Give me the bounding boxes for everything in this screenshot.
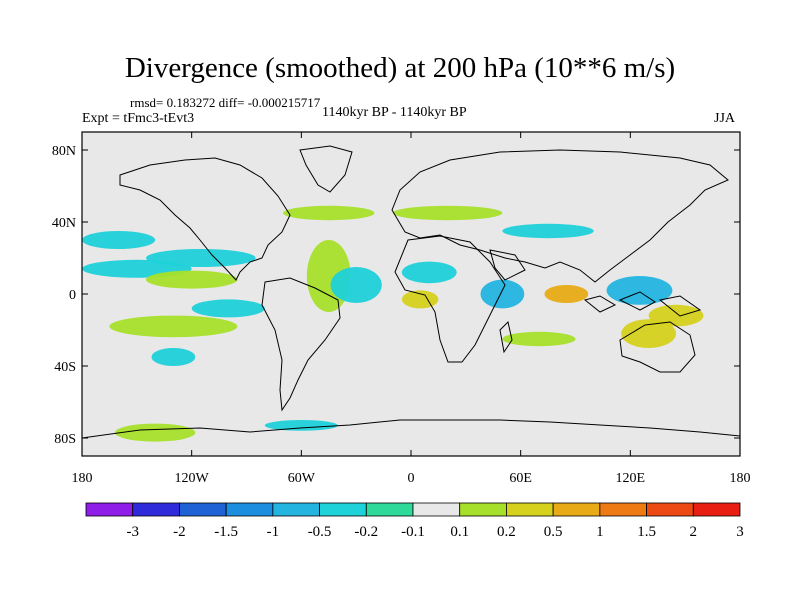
field-layer [82, 205, 704, 442]
field-asia-band [502, 223, 594, 239]
y-tick-label: 40S [54, 360, 76, 375]
colorbar-label: 0.5 [544, 524, 563, 540]
colorbar-swatch [319, 502, 367, 517]
colorbar-swatch [225, 502, 274, 517]
coastline-maritime-continent [583, 291, 702, 317]
axes-layer: 180 120W 60W 0 60E 120E 180 80N 40N 0 40S 80S [52, 132, 751, 486]
x-tick-label: 60W [288, 471, 316, 486]
colorbar-swatch [506, 502, 554, 517]
colorbar-swatch [179, 502, 227, 517]
field-africa-convergence [401, 261, 457, 284]
field-maritime-continent-convergence [606, 276, 673, 305]
field-atlantic-convergence [330, 267, 382, 303]
colorbar-label: 3 [736, 524, 744, 540]
field-north-atlantic-band [283, 205, 375, 221]
coastline-south-america [261, 277, 341, 412]
x-tick-label: 120E [616, 471, 646, 486]
colorbar-swatch [646, 502, 694, 517]
field-indian-ocean-convergence [480, 279, 525, 309]
colorbar-swatch [552, 502, 601, 517]
colorbar-label: 1 [596, 524, 604, 540]
field-pacific-convergence-band [145, 249, 256, 267]
colorbar-swatch [692, 502, 741, 517]
chart-title: Divergence (smoothed) at 200 hPa (10**6 … [124, 52, 676, 84]
colorbar-label: -0.2 [354, 524, 378, 540]
field-west-pacific-divergence [648, 304, 704, 327]
y-tick-label: 0 [69, 288, 76, 303]
colorbar-label: -2 [173, 524, 186, 540]
colorbar-label: -3 [126, 524, 139, 540]
field-australia-band [621, 319, 677, 348]
coastline-madagascar [499, 321, 513, 354]
field-indian-divergence [544, 285, 589, 303]
colorbar-swatch [85, 502, 134, 517]
field-pacific-itcz-divergence [145, 270, 238, 289]
x-tick-label: 60E [509, 471, 532, 486]
field-far-south-pacific [151, 348, 196, 366]
field-antarctic-divergence [114, 423, 196, 442]
colorbar-label: 2 [690, 524, 698, 540]
x-tick-label: 180 [72, 471, 93, 486]
field-europe-band [392, 205, 503, 221]
coastline-africa [394, 235, 506, 363]
y-tick-label: 40N [52, 216, 76, 231]
coastline-eurasia [391, 149, 729, 283]
colorbar-label: -0.1 [401, 524, 425, 540]
field-antarctic-convergence [264, 420, 338, 431]
y-tick-label: 80N [52, 144, 76, 159]
field-gulf-of-guinea [401, 290, 439, 309]
colorbar-swatch [599, 502, 647, 517]
coastline-layer [82, 145, 740, 439]
colorbar-swatch [365, 502, 414, 517]
colorbar-label: -1 [267, 524, 280, 540]
stats-label: rmsd= 0.183272 diff= -0.000215717 [130, 95, 321, 110]
field-south-pacific-convergence [191, 299, 265, 318]
coastline-arabia [489, 249, 526, 281]
experiment-label: Expt = tFmc3-tEvt3 [82, 111, 195, 126]
colorbar-label: 0.1 [450, 524, 469, 540]
field-south-pacific-band [109, 315, 238, 338]
field-central-pacific-convergence [82, 231, 156, 249]
colorbar-swatch [459, 502, 507, 517]
colorbar-label: 1.5 [637, 524, 656, 540]
y-tick-label: 80S [54, 432, 76, 447]
colorbar-swatch [132, 502, 180, 517]
colorbar-swatch [412, 502, 461, 517]
x-tick-label: 0 [408, 471, 415, 486]
colorbar: -3 -2 -1.5 -1 -0.5 -0.2 -0.1 0.1 0.2 0.5 1 1.5 2 3 [85, 502, 744, 540]
coastline-australia [619, 321, 696, 373]
field-south-indian-band [502, 331, 576, 347]
colorbar-label: -0.5 [308, 524, 332, 540]
x-tick-label: 180 [730, 471, 751, 486]
coastline-greenland [299, 145, 353, 193]
coastline-antarctica [82, 419, 740, 439]
colorbar-label: 0.2 [497, 524, 516, 540]
colorbar-label: -1.5 [214, 524, 238, 540]
coastline-north-america [119, 157, 291, 281]
period-label: 1140kyr BP - 1140kyr BP [322, 105, 467, 120]
x-tick-label: 120W [175, 471, 210, 486]
season-label: JJA [714, 111, 736, 126]
colorbar-swatch [272, 502, 320, 517]
